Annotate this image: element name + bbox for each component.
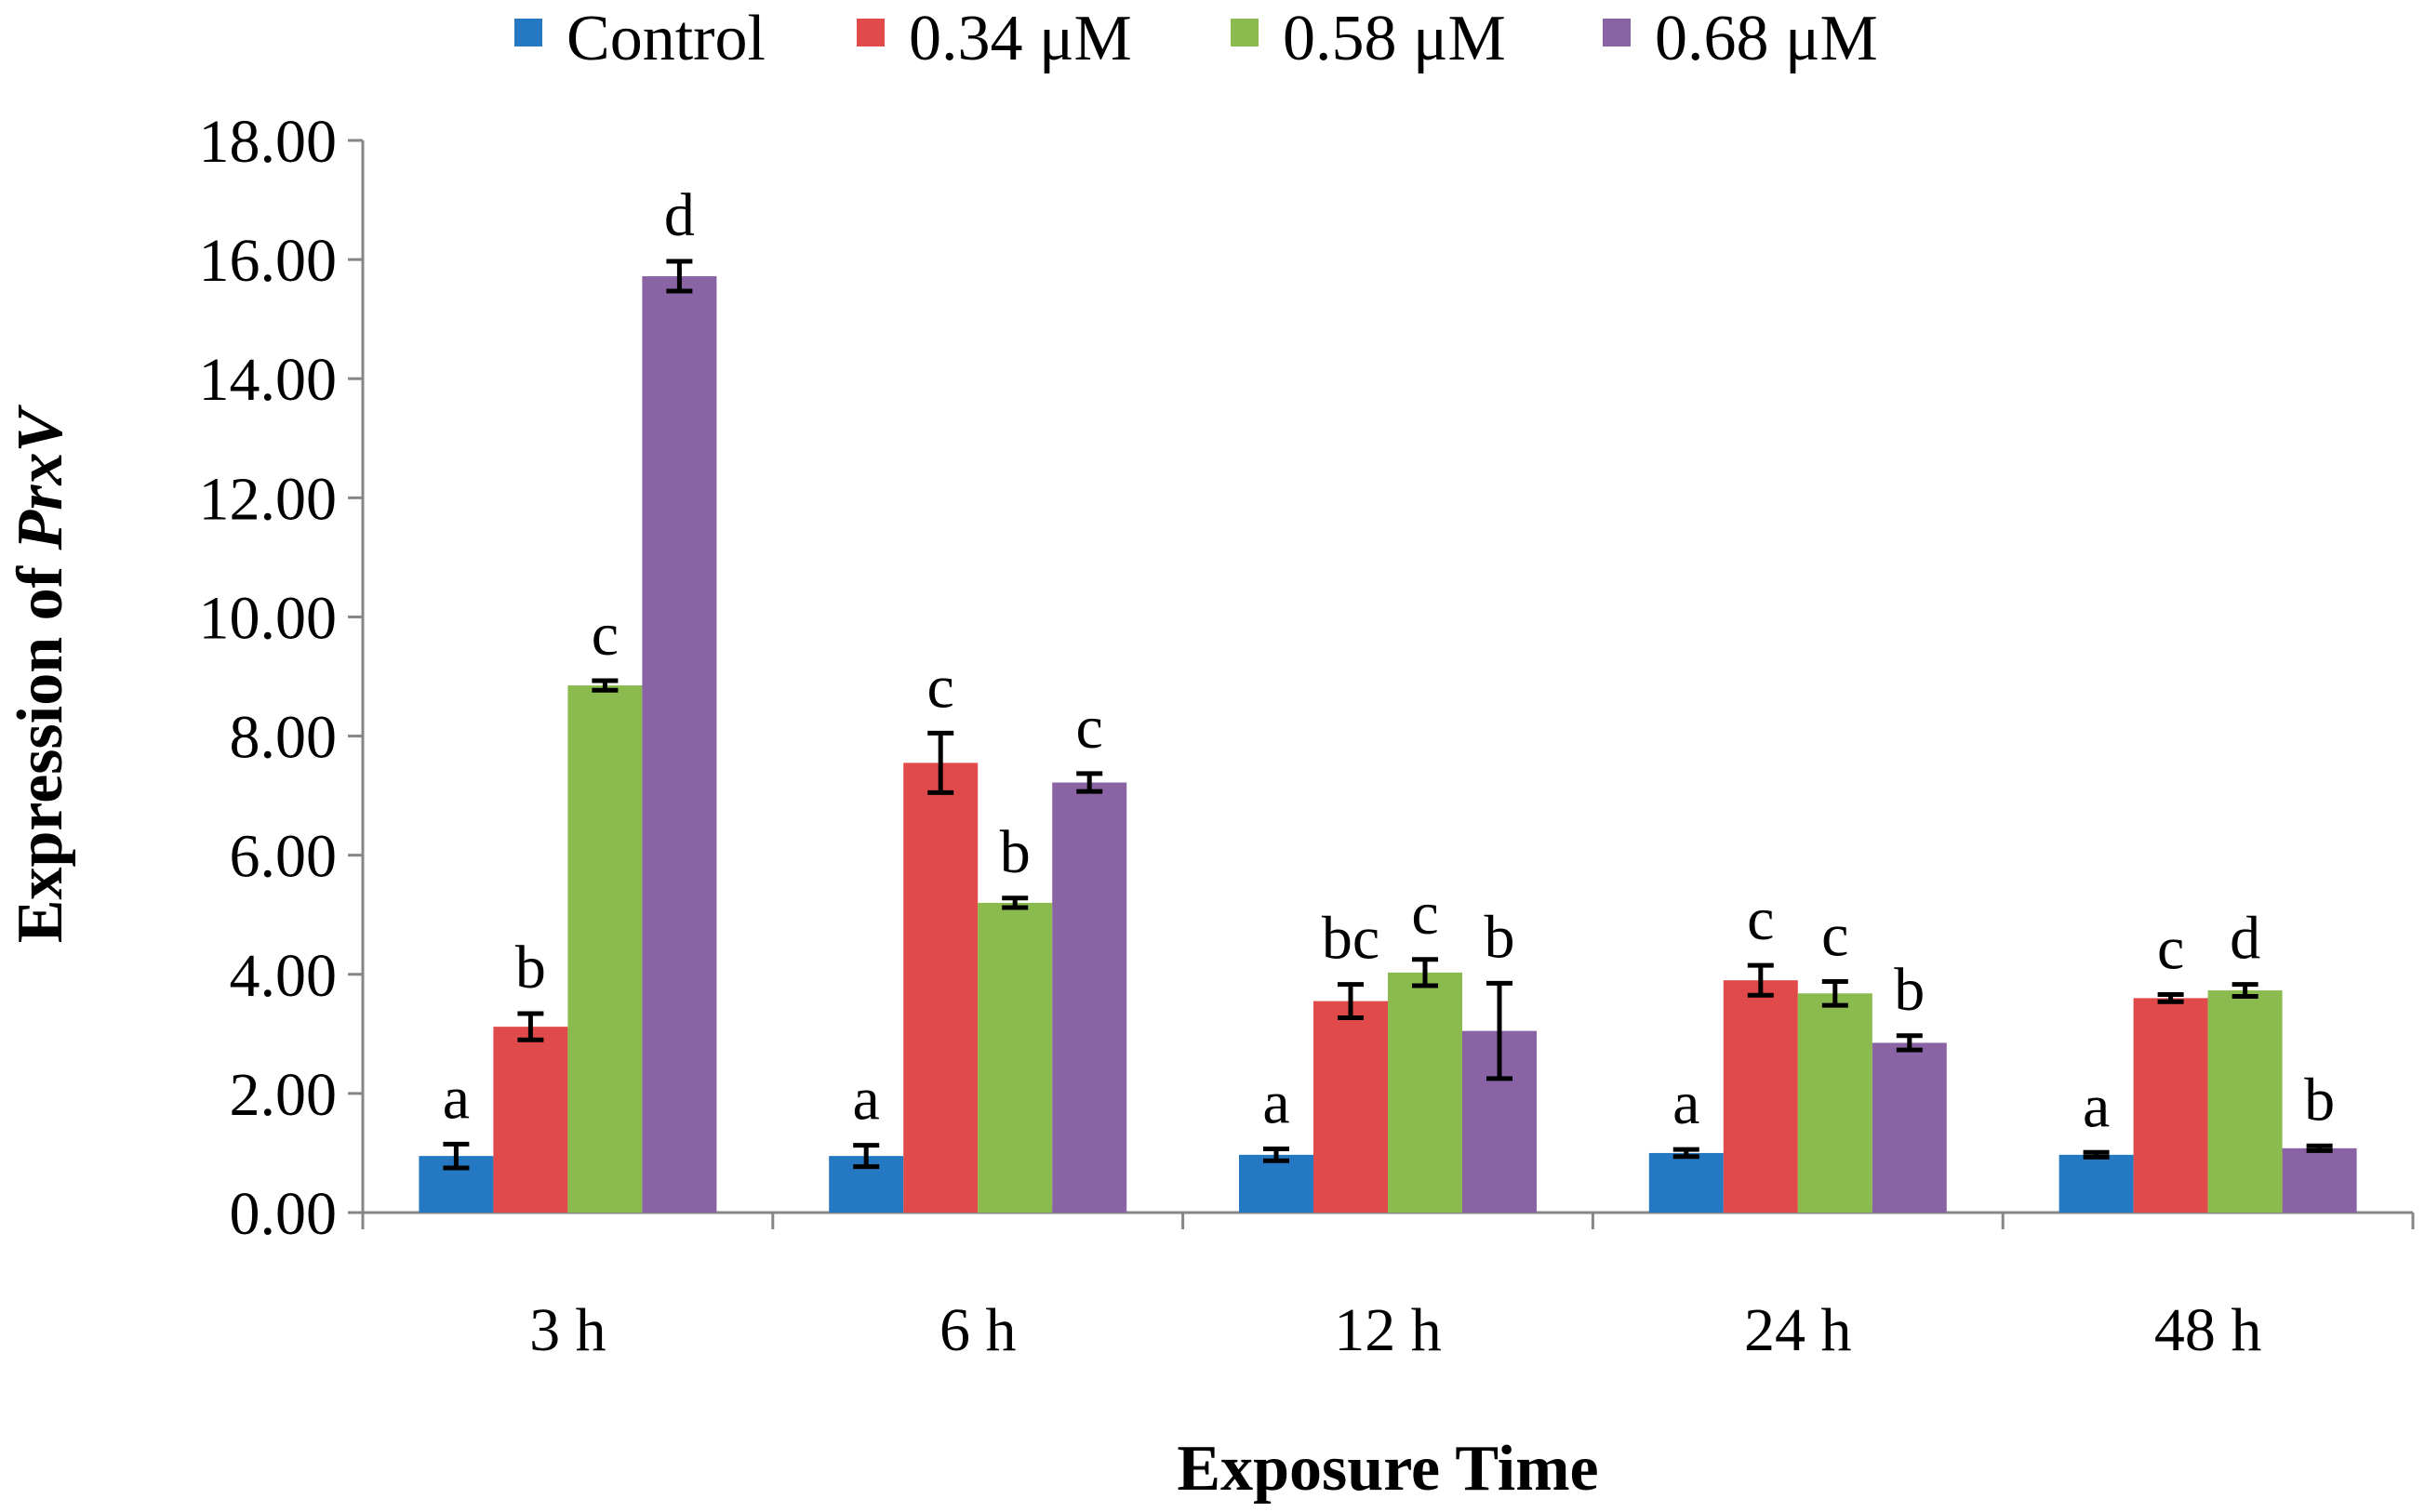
significance-letter: c <box>2157 915 2184 983</box>
significance-letter: b <box>1000 818 1031 886</box>
error-bar <box>1002 895 1029 910</box>
bar <box>567 685 643 1213</box>
bar <box>2207 990 2283 1213</box>
error-bar <box>666 259 693 294</box>
y-tick-label: 10.00 <box>199 584 338 652</box>
legend-item: 0.58 μM <box>1231 3 1506 74</box>
legend-label: 0.34 μM <box>909 3 1132 74</box>
significance-letter: c <box>1411 880 1438 948</box>
error-bar <box>1263 1146 1289 1163</box>
legend: Control 0.34 μM 0.58 μM 0.68 μM <box>514 3 1878 74</box>
error-bar <box>1486 980 1512 1081</box>
bar <box>978 902 1053 1213</box>
bar <box>1052 782 1127 1213</box>
y-axis-title-prefix: Expression of <box>5 550 76 944</box>
significance-letter: c <box>927 653 954 721</box>
x-category-label: 24 h <box>1744 1296 1852 1364</box>
legend-swatch <box>1231 19 1259 46</box>
error-bar <box>2232 982 2258 999</box>
legend-item: 0.34 μM <box>857 3 1132 74</box>
x-axis: 3 h 6 h 12 h 24 h 48 h <box>361 1211 2415 1364</box>
legend-swatch <box>857 19 885 46</box>
significance-letter: b <box>515 934 546 1001</box>
significance-letter: a <box>1672 1069 1699 1137</box>
error-bar <box>1821 978 1848 1008</box>
y-tick-label: 0.00 <box>230 1180 338 1248</box>
y-axis-title: Expression of PrxV <box>5 405 76 944</box>
legend-swatch <box>1603 19 1631 46</box>
y-tick-label: 18.00 <box>199 108 338 176</box>
significance-letter: c <box>1821 901 1848 969</box>
significance-letter: d <box>2230 905 2260 973</box>
significance-letter: b <box>2304 1066 2335 1134</box>
x-category-label: 48 h <box>2154 1296 2262 1364</box>
error-bar <box>1747 962 1774 998</box>
y-tick-label: 4.00 <box>230 942 338 1010</box>
legend-label: Control <box>566 3 766 74</box>
x-category-label: 6 h <box>939 1296 1017 1364</box>
legend-item: Control <box>514 3 766 74</box>
error-bar <box>443 1141 470 1171</box>
significance-letter: a <box>443 1064 470 1132</box>
x-axis-title: Exposure Time <box>1177 1433 1598 1505</box>
legend-item: 0.68 μM <box>1603 3 1878 74</box>
significance-letter: d <box>664 181 695 249</box>
bar <box>1313 1001 1388 1213</box>
bar <box>493 1027 568 1213</box>
legend-label: 0.58 μM <box>1283 3 1506 74</box>
significance-letter: bc <box>1322 905 1379 973</box>
significance-letter: b <box>1894 956 1925 1024</box>
x-category-label: 3 h <box>529 1296 606 1364</box>
bar <box>2282 1147 2357 1213</box>
error-bar <box>927 730 954 795</box>
error-bar <box>592 678 619 693</box>
error-bar <box>1338 982 1364 1021</box>
y-tick-label: 8.00 <box>230 704 338 772</box>
error-bar <box>853 1143 880 1170</box>
y-tick-label: 2.00 <box>230 1061 338 1129</box>
significance-letter: c <box>1076 694 1103 762</box>
bar <box>642 276 717 1214</box>
bar <box>1723 980 1798 1213</box>
error-bar <box>1672 1147 1699 1160</box>
legend-label: 0.68 μM <box>1655 3 1878 74</box>
error-bar <box>1076 771 1103 794</box>
y-tick-label: 16.00 <box>199 227 338 295</box>
error-bar <box>2157 992 2184 1004</box>
bar <box>1239 1154 1313 1213</box>
bars <box>419 276 2357 1214</box>
significance-letter: c <box>1747 885 1774 953</box>
bar <box>2133 998 2208 1213</box>
y-tick-label: 14.00 <box>199 346 338 414</box>
error-bar <box>2306 1143 2333 1153</box>
error-bar <box>517 1011 544 1042</box>
bar <box>1388 972 1462 1213</box>
significance-letter: a <box>1262 1068 1289 1136</box>
legend-swatch <box>514 19 542 46</box>
significance-letter: a <box>2083 1072 2110 1140</box>
y-tick-label: 6.00 <box>230 823 338 891</box>
significance-letter: a <box>853 1066 880 1134</box>
y-axis-title-gene: PrxV <box>5 405 76 551</box>
significance-letter: c <box>592 601 619 669</box>
error-bar <box>1412 957 1438 988</box>
y-tick-label: 12.00 <box>199 465 338 533</box>
error-bar <box>2083 1149 2110 1160</box>
error-bar <box>1896 1033 1923 1053</box>
bar <box>1797 993 1872 1213</box>
y-axis: 0.00 2.00 4.00 6.00 8.00 10.00 12.00 14.00 16.00… <box>199 108 365 1248</box>
significance-letter: b <box>1485 903 1515 971</box>
bar <box>2059 1154 2134 1213</box>
x-category-label: 12 h <box>1334 1296 1442 1364</box>
bar <box>1648 1152 1724 1213</box>
bar <box>1872 1042 1947 1213</box>
error-bars <box>443 259 2333 1171</box>
bar <box>903 763 979 1213</box>
